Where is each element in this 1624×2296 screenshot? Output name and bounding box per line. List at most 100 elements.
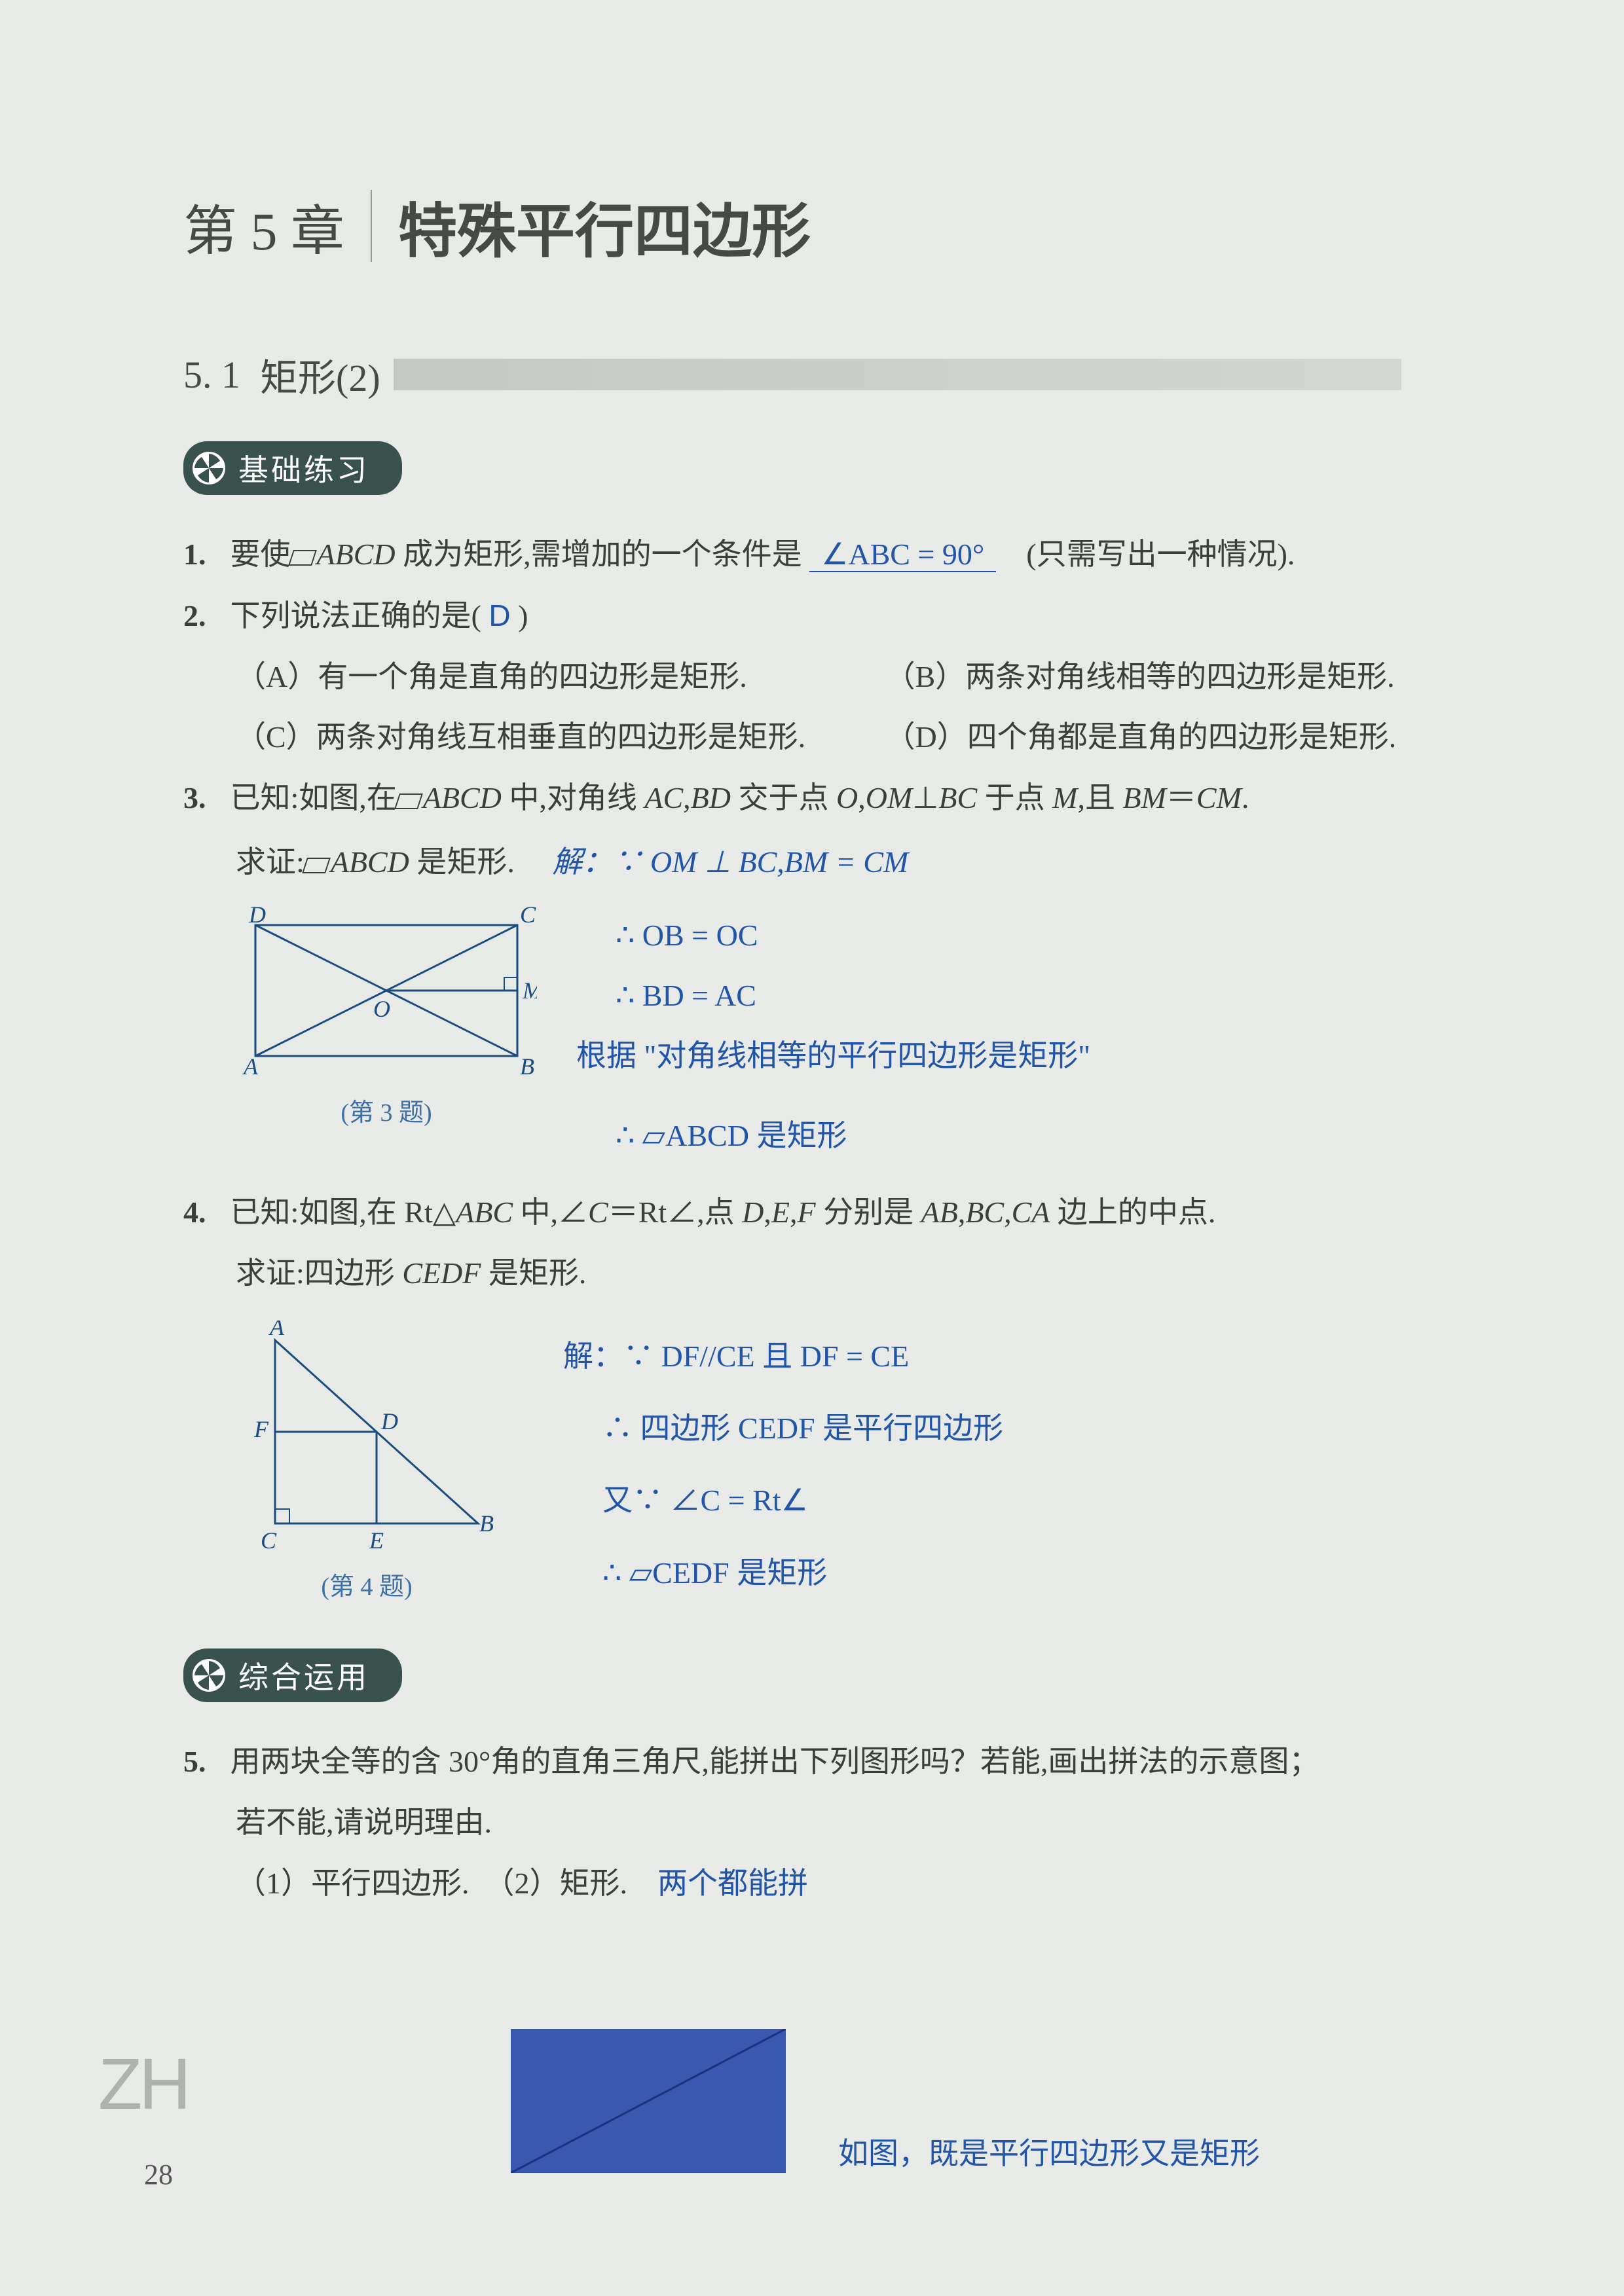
q3-num: 3. (183, 771, 223, 826)
svg-text:D: D (380, 1408, 398, 1434)
chapter-title: 特殊平行四边形 (398, 183, 811, 268)
q3-l2-c: 是矩形. (409, 845, 515, 879)
q3-l1-c: 交于点 (731, 781, 836, 814)
section-row: 5. 1 矩形(2) (183, 347, 1401, 402)
q5-figure-row: 如图，既是平行四边形又是矩形 (511, 2029, 1401, 2173)
parallelogram-icon (394, 793, 423, 809)
watermark: ZH (98, 2043, 188, 2126)
q1-num: 1. (183, 528, 223, 582)
q3-proof-l2: ∴ OB = OC (576, 905, 1090, 966)
section-title: 矩形(2) (260, 347, 380, 402)
pinwheel-icon (191, 450, 227, 486)
q5-bottom-caption: 如图，既是平行四边形又是矩形 (838, 2130, 1260, 2173)
parallelogram-icon (302, 858, 331, 873)
q4-line2: 求证:四边形 CEDF 是矩形. (183, 1247, 1401, 1301)
svg-text:A: A (268, 1321, 285, 1340)
q3-m: M (1052, 781, 1077, 814)
q2-answer: D (489, 598, 510, 632)
parallelogram-icon (288, 550, 317, 566)
q5-l2: 若不能,请说明理由. (183, 1796, 1401, 1850)
q1-text-mid: 成为矩形,需增加的一个条件是 (396, 538, 810, 571)
q5-l3a: （1）平行四边形. （2）矩形. (236, 1867, 657, 1900)
question-4: 4. 已知:如图,在 Rt△ABC 中,∠C＝Rt∠,点 D,E,F 分别是 A… (183, 1186, 1401, 1240)
q3-abcd2: ABCD (331, 845, 409, 879)
q4-svg: A F D C E B (236, 1321, 498, 1556)
q3-abcd: ABCD (423, 781, 502, 814)
basic-practice-heading: 基础练习 (183, 441, 402, 495)
q3-figure: D C A B O M (第 3 题) (236, 905, 537, 1166)
q3-line2: 求证: ABCD 是矩形. 解：∵ OM ⊥ BC,BM = CM (183, 832, 1401, 892)
q4-proof-l2: ∴ 四边形 CEDF 是平行四边形 (563, 1393, 1003, 1465)
svg-text:C: C (261, 1527, 277, 1554)
header-divider (371, 190, 372, 262)
section-bar (394, 359, 1401, 390)
comprehensive-text: 综合运用 (238, 1654, 369, 1697)
q5-answer: 两个都能拼 (657, 1867, 808, 1900)
svg-text:M: M (522, 977, 537, 1004)
q4-num: 4. (183, 1186, 223, 1240)
q3-l2-a: 求证: (236, 845, 304, 879)
q3-svg: D C A B O M (236, 905, 537, 1082)
svg-text:A: A (242, 1053, 259, 1080)
q4-caption: (第 4 题) (321, 1566, 412, 1602)
q2-options-row1: （A）有一个角是直角的四边形是矩形. （B）两条对角线相等的四边形是矩形. (183, 650, 1401, 704)
question-5: 5. 用两块全等的含 30°角的直角三角尺,能拼出下列图形吗？若能,画出拼法的示… (183, 1735, 1401, 1789)
svg-text:E: E (369, 1527, 384, 1554)
pinwheel-icon (191, 1658, 227, 1693)
q3-l1-e: ,且 (1077, 781, 1122, 814)
q4-figure-proof: A F D C E B (第 4 题) 解：∵ DF//CE 且 DF = CE… (236, 1321, 1401, 1610)
svg-text:C: C (520, 905, 536, 928)
q2-stem-end: ) (511, 599, 528, 632)
q4-l1a: 已知:如图,在 Rt△ (231, 1195, 456, 1229)
question-2: 2. 下列说法正确的是( D ) (183, 589, 1401, 644)
q3-bc: BC (938, 781, 977, 814)
page-number: 28 (144, 2158, 173, 2191)
svg-text:D: D (248, 905, 266, 928)
q2-num: 2. (183, 589, 223, 644)
question-3: 3. 已知:如图,在ABCD 中,对角线 AC,BD 交于点 O,OM⊥BC 于… (183, 771, 1401, 826)
question-1: 1. 要使ABCD 成为矩形,需增加的一个条件是 ∠ABC = 90° (只需写… (183, 528, 1401, 582)
section-number: 5. 1 (183, 353, 240, 397)
q2-optC: （C）两条对角线互相垂直的四边形是矩形. (236, 710, 877, 765)
q1-abcd: ABCD (317, 538, 396, 571)
chapter-number: 第 5 章 (183, 187, 371, 265)
q3-figure-proof: D C A B O M (第 3 题) ∴ OB = OC ∴ BD = AC … (236, 905, 1401, 1166)
svg-text:O: O (373, 996, 390, 1022)
q2-options-row2: （C）两条对角线互相垂直的四边形是矩形. （D）四个角都是直角的四边形是矩形. (183, 710, 1401, 765)
chapter-header: 第 5 章 特殊平行四边形 (183, 183, 1401, 268)
q4-proof-l1: 解：∵ DF//CE 且 DF = CE (563, 1321, 1003, 1393)
q3-l1-d: 于点 (977, 781, 1052, 814)
q5-l3: （1）平行四边形. （2）矩形. 两个都能拼 (183, 1857, 1401, 1911)
svg-text:B: B (479, 1510, 494, 1537)
q3-o: O (836, 781, 858, 814)
q3-cm: CM (1196, 781, 1242, 814)
q3-bd: BD (691, 781, 731, 814)
q3-proof-l1: 解：∵ OM ⊥ BC,BM = CM (552, 845, 908, 879)
basic-heading-text: 基础练习 (238, 446, 369, 490)
q1-text-after: (只需写出一种情况). (1026, 538, 1295, 571)
q2-stem: 下列说法正确的是( (231, 599, 489, 632)
q5-num: 5. (183, 1735, 223, 1789)
svg-text:F: F (253, 1416, 269, 1442)
q3-proof-l5: ∴ ▱ABCD 是矩形 (576, 1106, 1090, 1166)
q3-proof-l4: 根据 "对角线相等的平行四边形是矩形" (576, 1026, 1090, 1086)
q3-l1-b: 中,对角线 (502, 781, 645, 814)
q3-bm: BM (1122, 781, 1166, 814)
q4-proof-l3: 又∵ ∠C = Rt∠ (563, 1465, 1003, 1537)
q3-caption: (第 3 题) (341, 1092, 432, 1128)
q1-answer: ∠ABC = 90° (809, 538, 996, 572)
q2-optA: （A）有一个角是直角的四边形是矩形. (236, 650, 877, 704)
svg-text:B: B (520, 1053, 534, 1080)
q2-optD: （D）四个角都是直角的四边形是矩形. (885, 720, 1397, 754)
q3-proof-l3: ∴ BD = AC (576, 966, 1090, 1026)
q4-proof-l4: ∴ ▱CEDF 是矩形 (563, 1537, 1003, 1609)
q3-ac: AC (644, 781, 683, 814)
q4-figure: A F D C E B (第 4 题) (236, 1321, 498, 1610)
q4-proof: 解：∵ DF//CE 且 DF = CE ∴ 四边形 CEDF 是平行四边形 又… (563, 1321, 1003, 1610)
comprehensive-heading: 综合运用 (183, 1649, 402, 1702)
q2-optB: （B）两条对角线相等的四边形是矩形. (885, 660, 1395, 693)
q5-figure (511, 2029, 786, 2173)
q3-proof: ∴ OB = OC ∴ BD = AC 根据 "对角线相等的平行四边形是矩形" … (576, 905, 1090, 1166)
q3-om: OM (866, 781, 913, 814)
q5-l1: 用两块全等的含 30°角的直角三角尺,能拼出下列图形吗？若能,画出拼法的示意图； (231, 1745, 1320, 1778)
